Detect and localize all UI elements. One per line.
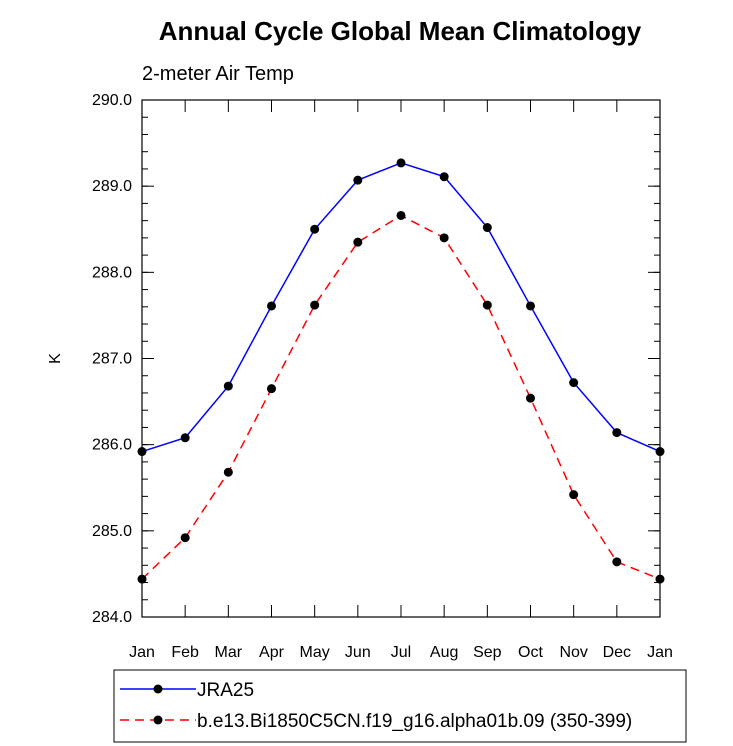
- x-tick-label: Jan: [647, 644, 673, 661]
- series-layer: [137, 158, 665, 584]
- data-point: [396, 210, 406, 220]
- data-point: [569, 490, 579, 500]
- data-point: [180, 433, 190, 443]
- legend: JRA25 b.e13.Bi1850C5CN.f19_g16.alpha01b.0…: [113, 669, 687, 743]
- data-point: [223, 381, 233, 391]
- x-tick-label: Apr: [259, 644, 285, 661]
- x-tick-label: May: [300, 644, 330, 661]
- legend-label: b.e13.Bi1850C5CN.f19_g16.alpha01b.09 (35…: [197, 711, 632, 732]
- legend-marker: [153, 684, 163, 694]
- data-point: [655, 447, 665, 457]
- y-tick-label: 285.0: [92, 523, 132, 540]
- data-point: [569, 378, 579, 388]
- data-point: [655, 574, 665, 584]
- data-point: [526, 393, 535, 403]
- legend-box: [113, 669, 687, 743]
- y-tick-label: 286.0: [92, 437, 132, 454]
- x-tick-label: Feb: [171, 644, 199, 661]
- data-point: [353, 175, 363, 185]
- data-point: [223, 467, 233, 477]
- series-1: [137, 158, 665, 457]
- data-point: [137, 574, 147, 584]
- data-point: [180, 533, 190, 543]
- legend-marker: [153, 715, 163, 725]
- data-point: [439, 233, 449, 243]
- x-tick-label: Dec: [603, 644, 631, 661]
- y-tick-label: 290.0: [92, 92, 132, 109]
- data-point: [353, 237, 363, 247]
- y-tick-label: 288.0: [92, 264, 132, 281]
- x-tick-label: Mar: [215, 644, 243, 661]
- y-tick-label: 289.0: [92, 178, 132, 195]
- data-point: [310, 224, 320, 234]
- x-tick-label: Jan: [129, 644, 155, 661]
- data-point: [482, 223, 492, 233]
- x-tick-label: Jun: [345, 644, 371, 661]
- x-tick-label: Aug: [430, 644, 458, 661]
- data-point: [482, 300, 492, 310]
- series-line: [141, 162, 661, 453]
- data-point: [267, 301, 276, 311]
- chart-title: Annual Cycle Global Mean Climatology: [159, 16, 642, 46]
- y-axis-label: K: [47, 353, 64, 364]
- data-point: [310, 300, 320, 310]
- series-2: [137, 210, 665, 584]
- data-point: [137, 447, 147, 457]
- data-point: [396, 158, 406, 168]
- x-tick-label: Nov: [559, 644, 587, 661]
- x-tick-label: Oct: [518, 644, 543, 661]
- plot-frame: [141, 99, 661, 618]
- y-tick-label: 284.0: [92, 609, 132, 626]
- data-point: [612, 428, 622, 438]
- legend-label: JRA25: [197, 680, 254, 701]
- data-point: [612, 557, 622, 567]
- data-point: [439, 172, 449, 182]
- x-tick-label: Jul: [391, 644, 411, 661]
- y-tick-label: 287.0: [92, 351, 132, 368]
- data-point: [526, 301, 535, 311]
- axes: 284.0 285.0 286.0 287.0 288.0 289.0 290.0 Jan Fe…: [92, 92, 673, 661]
- chart-subtitle: 2-meter Air Temp: [142, 63, 294, 85]
- data-point: [267, 384, 276, 394]
- x-tick-label: Sep: [473, 644, 502, 661]
